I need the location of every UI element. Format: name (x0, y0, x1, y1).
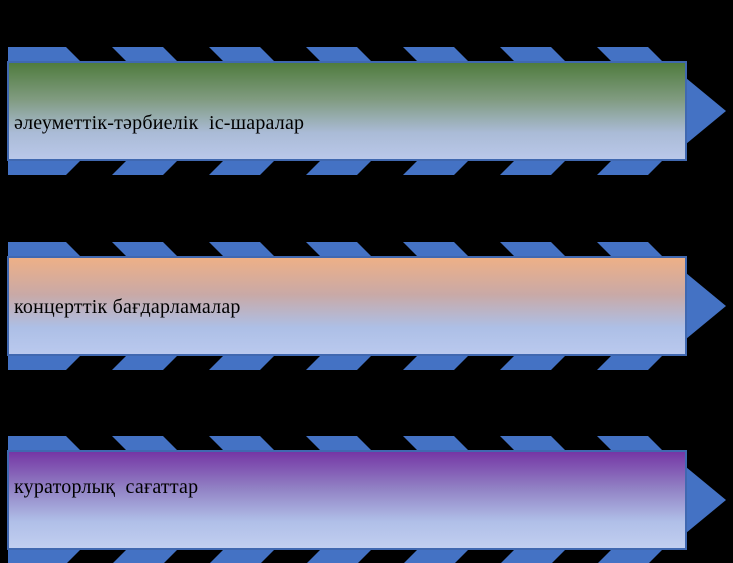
stripe-segment-bottom (598, 549, 663, 563)
stripe-segment-top (306, 242, 372, 257)
stripe-segment-top (8, 436, 81, 451)
stripe-segment-top (597, 436, 663, 451)
stripe-segment-top (8, 242, 81, 257)
arrow-label-social: әлеуметтік-тәрбиелік іс-шаралар (14, 112, 305, 134)
stripe-segment-top (500, 242, 566, 257)
stripe-segment-bottom (210, 549, 275, 563)
stripe-segment-bottom (500, 160, 566, 175)
stripe-segment-top (209, 436, 275, 451)
stripe-segment-top (500, 436, 566, 451)
stripe-segment-bottom (209, 160, 275, 175)
stripe-segment-bottom (209, 355, 275, 370)
arrowhead-curator (686, 467, 726, 533)
stripe-segment-bottom (8, 160, 81, 175)
arrowhead-concert (686, 273, 726, 339)
stripe-segment-bottom (112, 160, 178, 175)
stripe-segment-bottom (112, 355, 178, 370)
striped-bands-concert (8, 242, 663, 370)
stripe-segment-top (306, 436, 372, 451)
striped-bands-curator (8, 436, 663, 563)
stripe-segment-bottom (501, 549, 566, 563)
stripe-segment-bottom (113, 549, 178, 563)
stripe-segment-top (112, 436, 178, 451)
stripe-segment-bottom (306, 160, 372, 175)
gradient-panel-social (7, 61, 687, 161)
stripe-segment-bottom (306, 355, 372, 370)
stripe-segment-top (500, 47, 566, 62)
stripe-segment-top (597, 47, 663, 62)
stripe-segment-top (403, 242, 469, 257)
arrow-label-concert: концерттік бағдарламалар (14, 296, 241, 318)
stripe-segment-bottom (597, 160, 663, 175)
stripe-segment-top (112, 242, 178, 257)
stripe-segment-bottom (597, 355, 663, 370)
stripe-segment-top (8, 47, 81, 62)
stripe-segment-top (112, 47, 178, 62)
stripe-segment-top (209, 242, 275, 257)
stripe-segment-bottom (500, 355, 566, 370)
stripe-segment-top (209, 47, 275, 62)
striped-bands-social (8, 47, 663, 175)
stripe-segment-top (403, 47, 469, 62)
stripe-segment-top (403, 436, 469, 451)
stripe-segment-top (597, 242, 663, 257)
stripe-segment-bottom (8, 549, 81, 563)
arrowhead-social (686, 78, 726, 144)
arrow-label-curator: кураторлық сағаттар (14, 476, 199, 498)
gradient-panel-curator (7, 450, 687, 550)
stripe-segment-top (306, 47, 372, 62)
gradient-panel-concert (7, 256, 687, 356)
stripe-segment-bottom (403, 355, 469, 370)
stripe-segment-bottom (8, 355, 81, 370)
stripe-segment-bottom (307, 549, 372, 563)
stripe-segment-bottom (404, 549, 469, 563)
stripe-segment-bottom (403, 160, 469, 175)
